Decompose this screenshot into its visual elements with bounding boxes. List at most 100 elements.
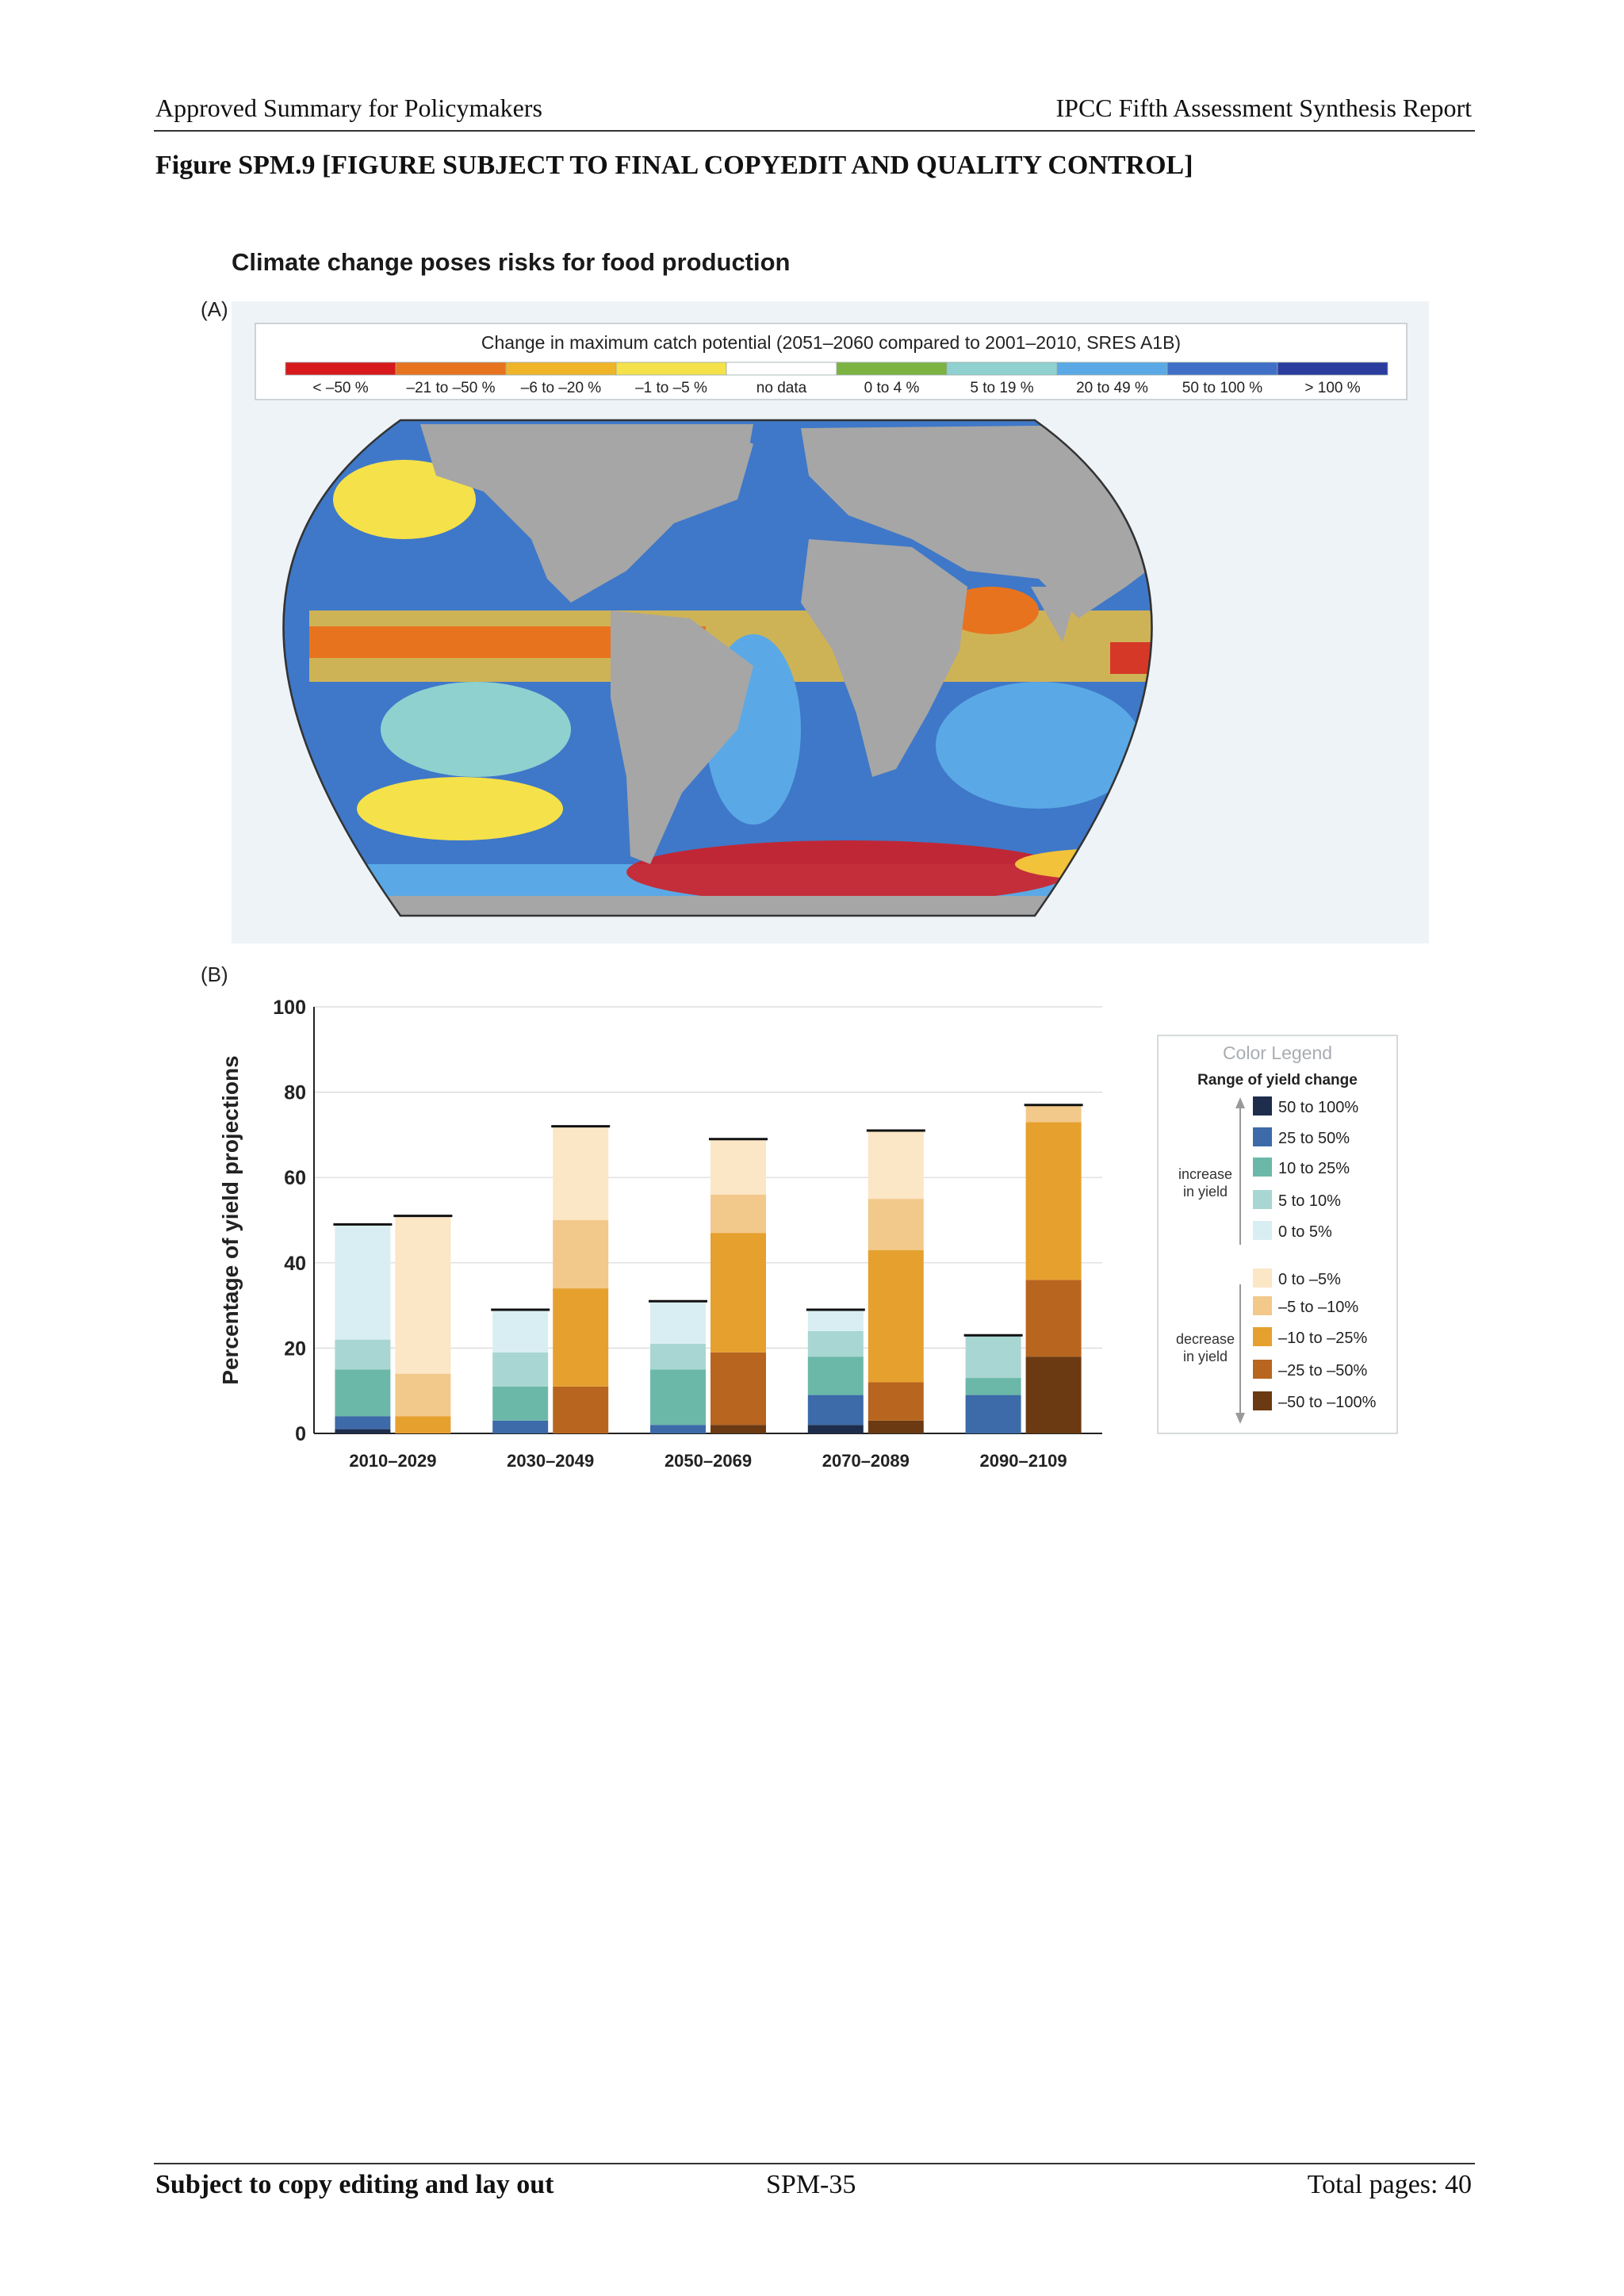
- catch-legend-label: > 100 %: [1304, 380, 1360, 396]
- bar-segment: [868, 1382, 924, 1421]
- y-tick-label: 0: [295, 1423, 306, 1445]
- catch-legend-swatch: [1056, 362, 1168, 376]
- bar-segment: [807, 1330, 864, 1357]
- ocean-patch-pacific-light: [381, 682, 571, 777]
- yield-legend-swatch: [1253, 1269, 1272, 1288]
- catch-legend-swatch: [395, 362, 507, 376]
- panel-b-label: (B): [201, 962, 228, 986]
- bar-segment: [710, 1425, 766, 1433]
- ocean-band-equatorial-2: [1110, 642, 1152, 674]
- footer-total-pages: Total pages: 40: [1307, 2170, 1472, 2199]
- bar-segment: [710, 1194, 766, 1234]
- bar-segment: [335, 1429, 391, 1433]
- yield-legend-label: 50 to 100%: [1278, 1099, 1358, 1116]
- bar-segment: [807, 1309, 864, 1331]
- catch-legend-swatch: [726, 362, 837, 376]
- yield-legend-label: 25 to 50%: [1278, 1130, 1350, 1147]
- footer-page-number: SPM-35: [766, 2170, 856, 2199]
- header-rule: [154, 130, 1475, 132]
- bar-segment: [492, 1386, 549, 1421]
- footer-rule: [154, 2163, 1475, 2164]
- catch-legend-label: no data: [756, 380, 807, 396]
- yield-legend-box: [1157, 1035, 1398, 1434]
- bar-segment: [395, 1416, 451, 1433]
- bar-segment: [492, 1309, 549, 1353]
- legend-title: Change in maximum catch potential (2051–…: [481, 332, 1181, 353]
- bar-segment: [1025, 1280, 1082, 1357]
- bar-segment: [1025, 1122, 1082, 1280]
- bar-segment: [1025, 1357, 1082, 1433]
- legend-box: [255, 323, 1408, 400]
- catch-legend-swatch: [836, 362, 948, 376]
- bar-segment: [335, 1339, 391, 1370]
- yield-legend-label: –50 to –100%: [1278, 1394, 1377, 1411]
- increase-label-line1: increase: [1178, 1166, 1232, 1182]
- ocean-patch-arabian: [944, 587, 1039, 634]
- yield-legend-label: 0 to 5%: [1278, 1223, 1332, 1241]
- catch-legend-label: 50 to 100 %: [1182, 380, 1263, 396]
- bar-segment: [650, 1301, 706, 1345]
- bar-segment: [553, 1126, 609, 1220]
- yield-legend-swatch: [1253, 1296, 1272, 1315]
- land-india: [1031, 587, 1078, 642]
- y-tick-label: 80: [284, 1082, 306, 1104]
- bar-segment: [553, 1220, 609, 1289]
- x-tick-label: 2030–2049: [507, 1451, 594, 1471]
- catch-legend-label: –1 to –5 %: [635, 380, 707, 396]
- bar-segment: [650, 1369, 706, 1425]
- yield-legend-swatch: [1253, 1096, 1272, 1115]
- decrease-label-line1: decrease: [1176, 1331, 1235, 1347]
- catch-legend-swatch: [615, 362, 727, 376]
- yield-legend-swatch: [1253, 1391, 1272, 1410]
- catch-legend-label: 0 to 4 %: [864, 380, 920, 396]
- bar-segment: [492, 1420, 549, 1433]
- bar-segment: [807, 1395, 864, 1425]
- bar-segment: [650, 1344, 706, 1370]
- bar-segment: [965, 1395, 1021, 1433]
- x-tick-label: 2090–2109: [980, 1451, 1067, 1471]
- panel-a-label: (A): [201, 297, 228, 321]
- ocean-patch-north-pacific: [333, 460, 476, 539]
- catch-legend-swatch: [1277, 362, 1388, 376]
- bar-segment: [710, 1233, 766, 1353]
- catch-legend-label: 5 to 19 %: [970, 380, 1033, 396]
- catch-legend-label: < –50 %: [312, 380, 368, 396]
- yield-legend-label: –5 to –10%: [1278, 1299, 1358, 1316]
- y-tick-label: 40: [284, 1253, 306, 1275]
- figure-title: Climate change poses risks for food prod…: [232, 248, 791, 276]
- catch-legend-label: 20 to 49 %: [1076, 380, 1148, 396]
- yield-legend-label: 5 to 10%: [1278, 1192, 1341, 1210]
- ocean-patch-south-pacific: [357, 777, 563, 840]
- catch-legend-swatch: [1166, 362, 1278, 376]
- land-africa: [801, 539, 967, 777]
- bar-segment: [335, 1369, 391, 1417]
- bar-segment: [965, 1378, 1021, 1395]
- bar-segment: [807, 1425, 864, 1433]
- running-header-left: Approved Summary for Policymakers: [155, 94, 542, 122]
- catch-legend-label: –21 to –50 %: [407, 380, 496, 396]
- bar-segment: [553, 1386, 609, 1433]
- bar-segment: [710, 1138, 766, 1195]
- bar-segment: [868, 1420, 924, 1433]
- y-axis-label: Percentage of yield projections: [218, 1055, 243, 1384]
- yield-legend-swatch: [1253, 1327, 1272, 1346]
- bar-segment: [868, 1199, 924, 1250]
- increase-arrow-head: [1235, 1097, 1245, 1108]
- land-south-america: [611, 610, 753, 864]
- yield-legend-label: –25 to –50%: [1278, 1362, 1368, 1380]
- catch-legend-swatch: [505, 362, 617, 376]
- yield-legend-label: 10 to 25%: [1278, 1160, 1350, 1177]
- ocean-patch-indian: [936, 682, 1142, 809]
- bar-segment: [492, 1352, 549, 1387]
- catch-legend-swatch: [285, 362, 396, 376]
- yield-legend-swatch: [1253, 1158, 1272, 1177]
- bar-segment: [868, 1131, 924, 1200]
- yield-legend-heading: Color Legend: [1223, 1043, 1332, 1063]
- yield-legend-subheading: Range of yield change: [1197, 1072, 1358, 1089]
- figure-label: Figure SPM.9 [FIGURE SUBJECT TO FINAL CO…: [155, 151, 1193, 180]
- x-tick-label: 2070–2089: [822, 1451, 910, 1471]
- bar-segment: [1025, 1104, 1082, 1123]
- catch-legend-label: –6 to –20 %: [521, 380, 602, 396]
- yield-legend-swatch: [1253, 1221, 1272, 1240]
- bar-segment: [807, 1357, 864, 1395]
